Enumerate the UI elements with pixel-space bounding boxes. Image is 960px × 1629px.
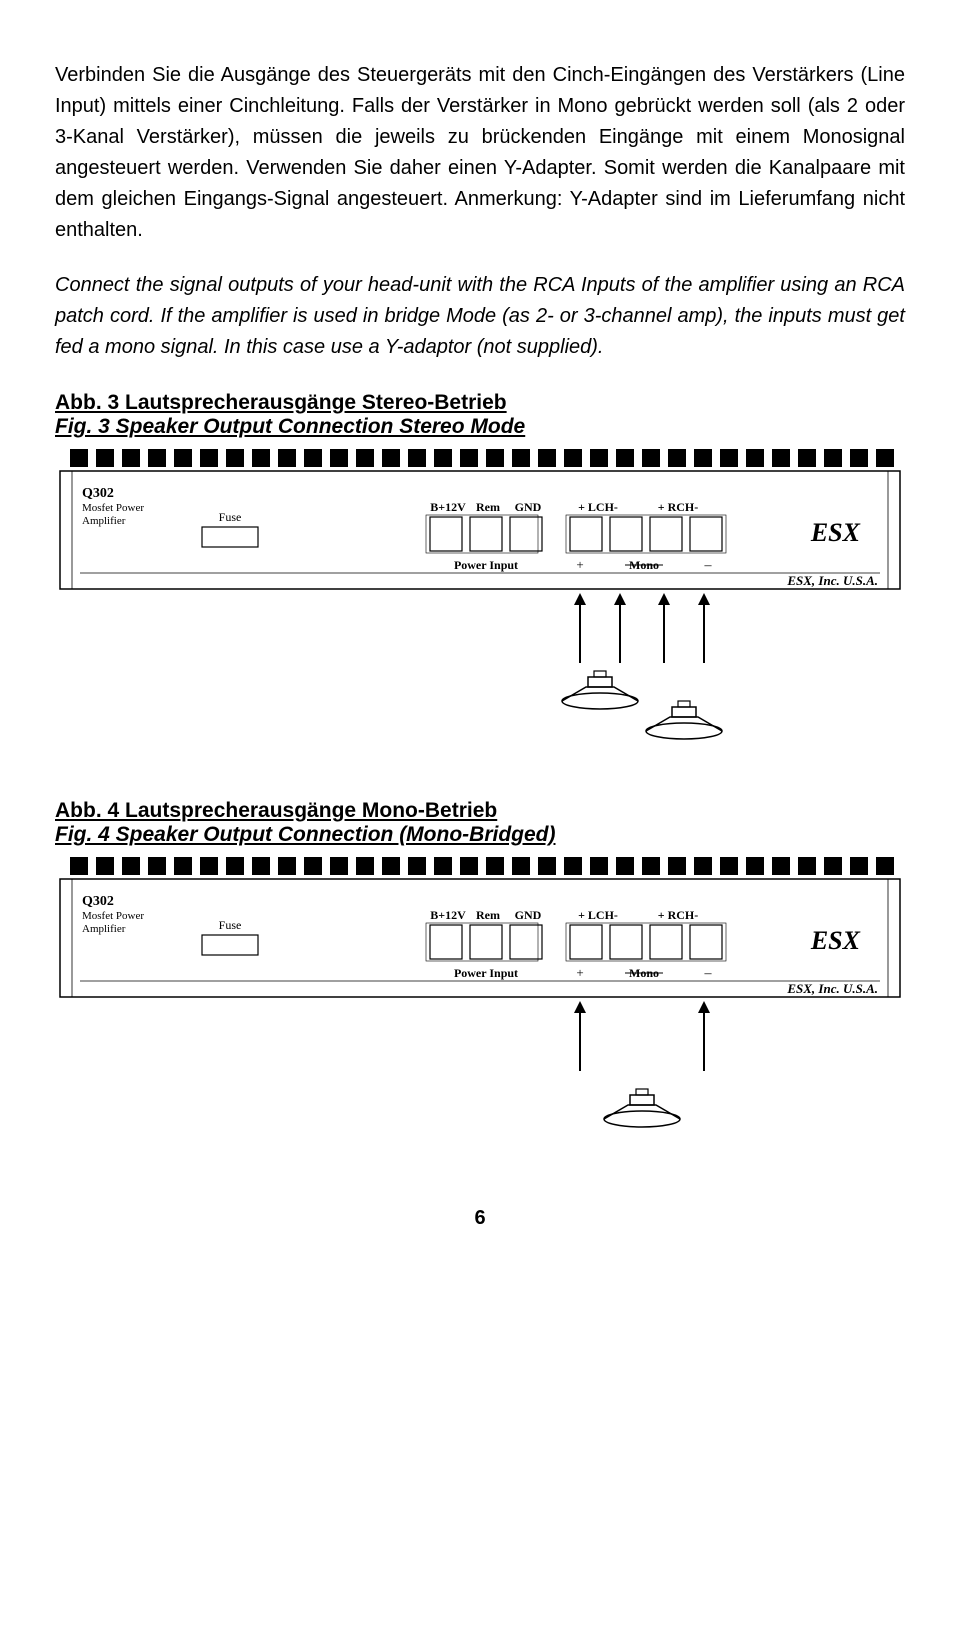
svg-text:Power Input: Power Input — [454, 966, 518, 980]
diagram-mono: Q302Mosfet PowerAmplifier Fuse B+12V Rem GND… — [55, 857, 905, 1177]
abb4-heading-de: Abb. 4 Lautsprecherausgänge Mono-Betrieb — [55, 799, 905, 823]
abb3-heading-en: Fig. 3 Speaker Output Connection Stereo … — [55, 415, 905, 439]
svg-text:GND: GND — [515, 500, 542, 514]
svg-text:+ RCH-: + RCH- — [658, 908, 699, 922]
svg-text:Mosfet Power: Mosfet Power — [82, 910, 144, 922]
svg-text:Q302: Q302 — [82, 486, 114, 501]
svg-text:Fuse: Fuse — [219, 510, 242, 524]
paragraph-german: Verbinden Sie die Ausgänge des Steuerger… — [55, 60, 905, 246]
diagram-stereo: Q302Mosfet PowerAmplifier Fuse B+12V Rem GND… — [55, 449, 905, 769]
svg-text:–: – — [704, 966, 713, 981]
svg-text:Mosfet Power: Mosfet Power — [82, 502, 144, 514]
svg-text:Rem: Rem — [476, 908, 500, 922]
svg-text:ESX, Inc. U.S.A.: ESX, Inc. U.S.A. — [786, 573, 878, 588]
svg-text:+ RCH-: + RCH- — [658, 500, 699, 514]
svg-text:Q302: Q302 — [82, 894, 114, 909]
svg-text:GND: GND — [515, 908, 542, 922]
svg-text:Amplifier: Amplifier — [82, 923, 126, 935]
svg-text:+ LCH-: + LCH- — [578, 500, 618, 514]
abb3-heading-de: Abb. 3 Lautsprecherausgänge Stereo-Betri… — [55, 391, 905, 415]
svg-text:ESX: ESX — [810, 518, 861, 547]
svg-text:Rem: Rem — [476, 500, 500, 514]
svg-text:B+12V: B+12V — [430, 500, 466, 514]
svg-text:+ LCH-: + LCH- — [578, 908, 618, 922]
svg-text:ESX, Inc. U.S.A.: ESX, Inc. U.S.A. — [786, 981, 878, 996]
svg-text:–: – — [704, 558, 713, 573]
paragraph-english: Connect the signal outputs of your head-… — [55, 270, 905, 363]
svg-text:ESX: ESX — [810, 926, 861, 955]
svg-text:B+12V: B+12V — [430, 908, 466, 922]
abb4-heading-en: Fig. 4 Speaker Output Connection (Mono-B… — [55, 823, 905, 847]
svg-text:+: + — [576, 965, 583, 980]
svg-text:Fuse: Fuse — [219, 918, 242, 932]
svg-text:+: + — [576, 557, 583, 572]
svg-text:Power Input: Power Input — [454, 558, 518, 572]
page-number: 6 — [55, 1207, 905, 1230]
svg-text:Amplifier: Amplifier — [82, 515, 126, 527]
